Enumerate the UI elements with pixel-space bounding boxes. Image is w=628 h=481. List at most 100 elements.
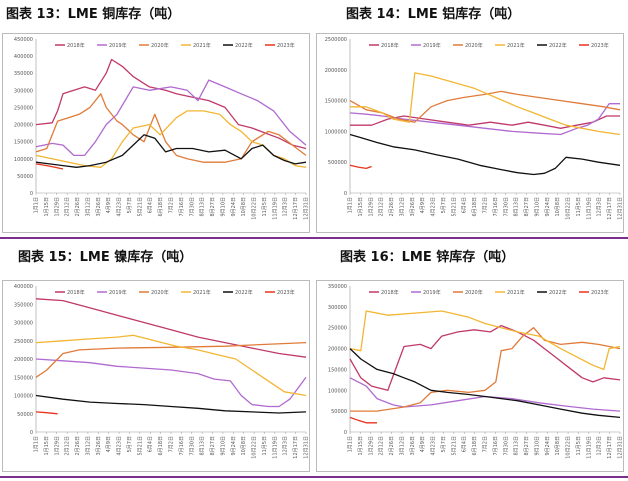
series-line bbox=[349, 348, 621, 419]
series-line bbox=[35, 341, 307, 378]
x-tick-label: 1月1日 bbox=[34, 436, 40, 452]
x-tick-label: 8月13日 bbox=[200, 197, 206, 217]
y-tick-label: 0 bbox=[30, 191, 33, 197]
chart-aluminum: 0 500000 1000000 1500000 2000000 2500000 1月1日 1… bbox=[316, 33, 624, 233]
x-tick-label: 7月2日 bbox=[483, 197, 489, 213]
series-line bbox=[349, 324, 621, 391]
legend-label: 2023年 bbox=[277, 42, 295, 49]
legend-label: 2022年 bbox=[549, 42, 567, 49]
legend-label: 2021年 bbox=[193, 289, 211, 296]
divider-rule-bottom bbox=[0, 476, 628, 478]
x-tick-label: 5月21日 bbox=[451, 197, 457, 217]
y-tick-label: 150000 bbox=[328, 367, 347, 373]
y-tick-label: 100000 bbox=[328, 388, 347, 394]
chart-zinc: 0 50000 100000 150000 200000 250000 300000 3500… bbox=[316, 280, 624, 472]
x-tick-label: 5月7日 bbox=[127, 197, 133, 213]
legend-label: 2018年 bbox=[381, 42, 399, 49]
x-tick-label: 11月5日 bbox=[576, 197, 582, 217]
y-tick-label: 400000 bbox=[14, 54, 33, 60]
chart-copper: 0 50000 100000 150000 200000 250000 300000 3500… bbox=[2, 33, 310, 233]
x-tick-label: 11月19日 bbox=[272, 197, 278, 220]
x-tick-label: 11月5日 bbox=[262, 436, 268, 456]
x-tick-label: 8月27日 bbox=[210, 197, 216, 217]
x-tick-label: 3月12日 bbox=[85, 197, 91, 217]
y-tick-label: 200000 bbox=[14, 123, 33, 129]
y-tick-label: 1000000 bbox=[325, 129, 347, 135]
legend-label: 2018年 bbox=[67, 42, 85, 49]
x-tick-label: 8月27日 bbox=[210, 436, 216, 456]
legend-label: 2020年 bbox=[465, 42, 483, 49]
y-tick-label: 400000 bbox=[14, 284, 33, 290]
x-tick-label: 7月16日 bbox=[179, 197, 185, 217]
x-tick-label: 3月26日 bbox=[96, 197, 102, 217]
legend-label: 2022年 bbox=[549, 289, 567, 296]
x-tick-label: 12月17日 bbox=[293, 436, 299, 459]
series-line bbox=[35, 134, 307, 168]
series-line bbox=[349, 310, 621, 371]
x-tick-label: 2月12日 bbox=[65, 436, 71, 456]
series-line bbox=[35, 298, 307, 358]
legend-label: 2023年 bbox=[277, 289, 295, 296]
x-tick-label: 7月30日 bbox=[189, 197, 195, 217]
x-tick-label: 9月24日 bbox=[231, 436, 237, 456]
chart-title-nickel: 图表 15：LME 镍库存（吨） bbox=[18, 250, 193, 265]
x-tick-label: 2月26日 bbox=[75, 436, 81, 456]
y-tick-label: 100000 bbox=[14, 157, 33, 163]
legend-label: 2019年 bbox=[109, 289, 127, 296]
x-tick-label: 5月21日 bbox=[451, 436, 457, 456]
legend-label: 2021年 bbox=[507, 289, 525, 296]
x-tick-label: 12月17日 bbox=[293, 197, 299, 220]
y-tick-label: 0 bbox=[344, 191, 347, 197]
y-tick-label: 0 bbox=[344, 430, 347, 436]
legend-label: 2019年 bbox=[423, 289, 441, 296]
x-tick-label: 12月31日 bbox=[618, 436, 624, 459]
x-tick-label: 4月23日 bbox=[431, 197, 437, 217]
x-tick-label: 6月4日 bbox=[462, 436, 468, 452]
chart-frame bbox=[316, 33, 624, 233]
x-tick-label: 2月12日 bbox=[379, 197, 385, 217]
x-tick-label: 8月27日 bbox=[524, 197, 530, 217]
x-tick-label: 1月15日 bbox=[44, 197, 50, 217]
x-tick-label: 3月26日 bbox=[410, 436, 416, 456]
legend-label: 2023年 bbox=[591, 42, 609, 49]
chart-title-copper: 图表 13：LME 铜库存（吨） bbox=[6, 7, 181, 22]
series-line bbox=[35, 58, 307, 150]
series-line bbox=[35, 411, 58, 415]
x-tick-label: 7月16日 bbox=[493, 197, 499, 217]
x-tick-label: 3月26日 bbox=[96, 436, 102, 456]
x-tick-label: 1月1日 bbox=[34, 197, 40, 213]
x-tick-label: 2月12日 bbox=[65, 197, 71, 217]
x-tick-label: 12月3日 bbox=[283, 436, 289, 456]
x-tick-label: 1月1日 bbox=[348, 197, 354, 213]
y-tick-label: 0 bbox=[30, 430, 33, 436]
x-tick-label: 11月5日 bbox=[576, 436, 582, 456]
x-tick-label: 4月23日 bbox=[117, 436, 123, 456]
x-tick-label: 1月1日 bbox=[348, 436, 354, 452]
x-tick-label: 10月8日 bbox=[555, 436, 561, 456]
chart-title-aluminum: 图表 14：LME 铝库存（吨） bbox=[346, 7, 521, 22]
x-tick-label: 12月3日 bbox=[283, 197, 289, 217]
series-line bbox=[35, 93, 307, 163]
y-tick-label: 2500000 bbox=[325, 37, 347, 43]
x-tick-label: 3月12日 bbox=[399, 197, 405, 217]
divider-rule-top bbox=[0, 237, 628, 239]
x-tick-label: 3月26日 bbox=[410, 197, 416, 217]
x-tick-label: 8月27日 bbox=[524, 436, 530, 456]
legend-label: 2019年 bbox=[109, 42, 127, 49]
series-line bbox=[35, 79, 307, 157]
x-tick-label: 6月4日 bbox=[462, 197, 468, 213]
x-tick-label: 5月21日 bbox=[137, 197, 143, 217]
x-tick-label: 6月4日 bbox=[148, 197, 154, 213]
series-line bbox=[349, 377, 621, 412]
y-tick-label: 300000 bbox=[14, 321, 33, 327]
x-tick-label: 9月10日 bbox=[220, 436, 226, 456]
series-line bbox=[349, 90, 621, 123]
y-tick-label: 500000 bbox=[328, 160, 347, 166]
y-tick-label: 150000 bbox=[14, 375, 33, 381]
x-tick-label: 5月21日 bbox=[137, 436, 143, 456]
x-tick-label: 10月22日 bbox=[252, 436, 258, 459]
x-tick-label: 11月19日 bbox=[586, 436, 592, 459]
series-line bbox=[35, 358, 307, 408]
x-tick-label: 8月13日 bbox=[200, 436, 206, 456]
legend-label: 2018年 bbox=[67, 289, 85, 296]
